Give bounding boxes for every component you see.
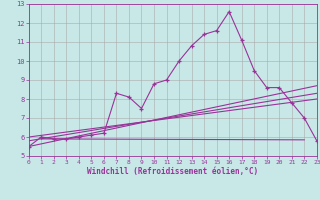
X-axis label: Windchill (Refroidissement éolien,°C): Windchill (Refroidissement éolien,°C) xyxy=(87,167,258,176)
